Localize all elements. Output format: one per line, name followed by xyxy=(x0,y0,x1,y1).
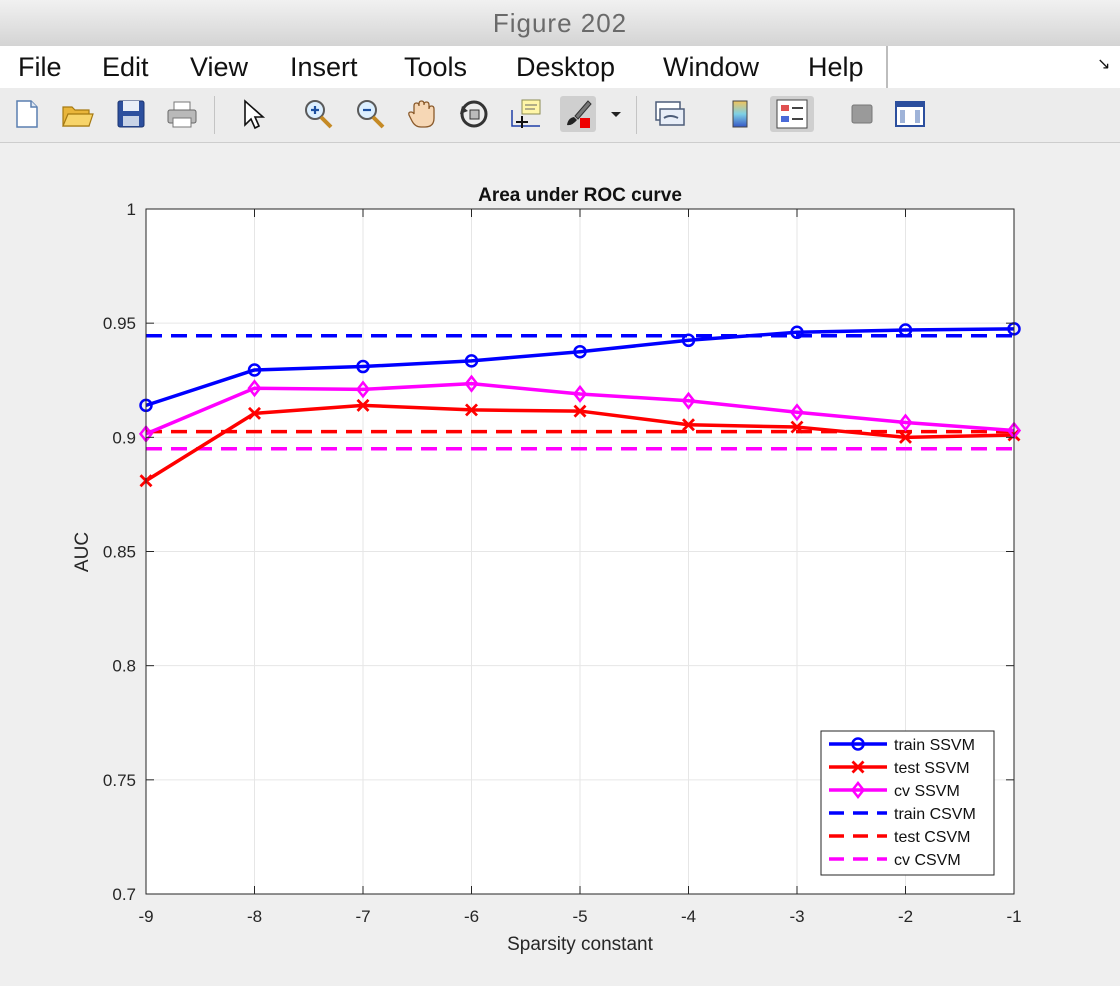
legend-marker-train-ssvm xyxy=(851,737,865,751)
menu-edit[interactable]: Edit xyxy=(102,52,149,82)
pan-hand-icon[interactable] xyxy=(404,96,440,132)
series-cv-ssvm xyxy=(138,374,1022,443)
data-point-train-ssvm xyxy=(681,333,696,348)
menu-tools[interactable]: Tools xyxy=(404,52,468,82)
x-tick-label: -7 xyxy=(355,907,370,926)
y-tick-label: 0.85 xyxy=(103,543,136,562)
y-tick-label: 1 xyxy=(127,200,136,219)
data-point-cv-ssvm xyxy=(464,374,479,393)
brush-icon[interactable] xyxy=(560,96,596,132)
x-axis-label: Sparsity constant xyxy=(507,934,653,955)
y-tick-label: 0.75 xyxy=(103,771,136,790)
y-tick-label: 0.7 xyxy=(112,885,136,904)
data-point-train-ssvm xyxy=(898,323,913,337)
menu-insert[interactable]: Insert xyxy=(290,52,358,82)
data-point-cv-ssvm xyxy=(681,391,696,410)
menu-bar: File Edit View Insert Tools Desktop Wind… xyxy=(0,46,1120,89)
show-plot-tools-icon[interactable] xyxy=(892,96,928,132)
data-point-train-ssvm xyxy=(247,363,262,377)
brush-dropdown-icon[interactable] xyxy=(604,96,628,132)
undock-icon[interactable]: ↘ xyxy=(1097,56,1111,73)
data-point-train-ssvm xyxy=(356,359,370,374)
legend-label-cv-csvm: cv CSVM xyxy=(894,852,961,869)
legend-marker-test-ssvm xyxy=(851,760,865,774)
data-point-test-ssvm xyxy=(573,404,587,418)
menu-help[interactable]: Help xyxy=(808,52,864,82)
new-figure-icon[interactable] xyxy=(8,96,44,132)
data-point-test-ssvm xyxy=(899,430,912,444)
figure-toolbar xyxy=(0,88,1120,143)
menu-view[interactable]: View xyxy=(190,52,249,82)
print-icon[interactable] xyxy=(164,96,200,132)
open-file-icon[interactable] xyxy=(59,96,95,132)
data-point-train-ssvm xyxy=(464,354,479,368)
rotate-3d-icon[interactable] xyxy=(456,96,492,132)
toolbar-divider xyxy=(214,96,215,134)
legend: train SSVM test SSVM cv SSVM train CSVM test… xyxy=(820,730,995,876)
data-point-test-ssvm xyxy=(682,418,695,432)
data-point-train-ssvm xyxy=(790,325,804,340)
ticks: -9 -8 -7 -6 -5 -4 -3 -2 -1 0.7 0.75 0.8 0.85 0.9 0.95 1 xyxy=(103,200,1022,926)
menu-desktop[interactable]: Desktop xyxy=(516,52,616,82)
data-point-test-ssvm xyxy=(248,406,261,420)
x-tick-label: -5 xyxy=(572,907,587,926)
menu-window[interactable]: Window xyxy=(663,52,760,82)
data-point-test-ssvm xyxy=(356,398,370,412)
chart-title: Area under ROC curve xyxy=(478,185,682,206)
chart-canvas: -9 -8 -7 -6 -5 -4 -3 -2 -1 0.7 0.75 0.8 0.85 0.9 0.95 1… xyxy=(72,185,1022,955)
legend-box xyxy=(820,730,995,876)
y-tick-label: 0.9 xyxy=(112,428,136,447)
data-point-test-ssvm xyxy=(790,420,804,434)
series-line-train-ssvm xyxy=(145,327,1015,408)
y-axis-label: AUC xyxy=(72,532,93,572)
window-title: Figure 202 xyxy=(0,0,1120,47)
y-tick-label: 0.8 xyxy=(112,657,136,676)
data-cursor-icon[interactable] xyxy=(508,96,544,132)
data-point-cv-ssvm xyxy=(898,413,913,432)
data-point-train-ssvm xyxy=(573,344,587,359)
x-tick-label: -8 xyxy=(247,907,262,926)
x-tick-label: -6 xyxy=(464,907,479,926)
edit-plot-arrow-icon[interactable] xyxy=(234,96,270,132)
x-tick-label: -2 xyxy=(898,907,913,926)
legend-label-test-csvm: test CSVM xyxy=(894,829,970,846)
legend-label-cv-ssvm: cv SSVM xyxy=(894,783,960,800)
legend-marker-cv-ssvm xyxy=(850,780,866,800)
toolbar-divider xyxy=(636,96,637,134)
legend-label-train-ssvm: train SSVM xyxy=(894,737,975,754)
save-icon[interactable] xyxy=(113,96,149,132)
series-layer xyxy=(138,322,1022,488)
data-point-cv-ssvm xyxy=(572,384,588,403)
hide-plot-tools-icon[interactable] xyxy=(844,96,880,132)
colorbar-icon[interactable] xyxy=(722,96,758,132)
data-point-cv-ssvm xyxy=(247,379,262,398)
y-tick-label: 0.95 xyxy=(103,314,136,333)
data-point-cv-ssvm xyxy=(789,403,805,422)
x-tick-label: -4 xyxy=(681,907,696,926)
series-line-cv-ssvm xyxy=(145,381,1015,436)
menu-file[interactable]: File xyxy=(18,52,62,82)
legend-label-train-csvm: train CSVM xyxy=(894,806,976,823)
link-plot-icon[interactable] xyxy=(652,96,688,132)
data-point-test-ssvm xyxy=(465,403,478,417)
x-tick-label: -1 xyxy=(1006,907,1021,926)
x-tick-label: -9 xyxy=(138,907,153,926)
legend-label-test-ssvm: test SSVM xyxy=(894,760,970,777)
legend-icon[interactable] xyxy=(770,96,814,132)
x-tick-label: -3 xyxy=(789,907,804,926)
menu-separator xyxy=(886,46,888,88)
zoom-in-icon[interactable] xyxy=(300,96,336,132)
zoom-out-icon[interactable] xyxy=(352,96,388,132)
data-point-cv-ssvm xyxy=(355,380,371,399)
